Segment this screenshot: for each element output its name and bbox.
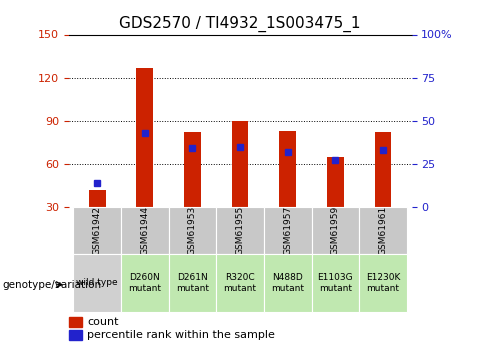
Bar xyxy=(121,254,169,312)
Text: D261N
mutant: D261N mutant xyxy=(176,273,209,293)
Bar xyxy=(264,254,312,312)
Bar xyxy=(69,317,82,327)
Text: GSM61961: GSM61961 xyxy=(378,206,388,255)
Bar xyxy=(74,207,121,254)
Bar xyxy=(69,331,82,340)
Bar xyxy=(359,254,407,312)
Text: GSM61953: GSM61953 xyxy=(188,206,197,255)
Text: R320C
mutant: R320C mutant xyxy=(223,273,257,293)
Text: percentile rank within the sample: percentile rank within the sample xyxy=(87,331,275,340)
Text: GSM61942: GSM61942 xyxy=(93,206,102,255)
Bar xyxy=(327,157,343,207)
Bar xyxy=(169,207,216,254)
Text: GSM61957: GSM61957 xyxy=(283,206,292,255)
Text: GSM61959: GSM61959 xyxy=(331,206,340,255)
Bar xyxy=(121,207,169,254)
Bar xyxy=(89,190,105,207)
Bar xyxy=(264,207,312,254)
Bar xyxy=(279,131,296,207)
Bar xyxy=(232,121,248,207)
Text: E1103G
mutant: E1103G mutant xyxy=(318,273,353,293)
Text: GSM61955: GSM61955 xyxy=(236,206,245,255)
Text: count: count xyxy=(87,317,119,327)
Bar xyxy=(216,254,264,312)
Bar xyxy=(312,254,359,312)
Bar xyxy=(312,207,359,254)
Text: N488D
mutant: N488D mutant xyxy=(271,273,304,293)
Bar xyxy=(169,254,216,312)
Bar xyxy=(359,207,407,254)
Text: wild type: wild type xyxy=(76,278,118,287)
Bar xyxy=(184,132,201,207)
Bar xyxy=(137,68,153,207)
Title: GDS2570 / TI4932_1S003475_1: GDS2570 / TI4932_1S003475_1 xyxy=(120,16,361,32)
Text: E1230K
mutant: E1230K mutant xyxy=(366,273,400,293)
Text: GSM61944: GSM61944 xyxy=(140,206,149,255)
Text: genotype/variation: genotype/variation xyxy=(2,280,101,289)
Text: D260N
mutant: D260N mutant xyxy=(128,273,161,293)
Bar xyxy=(216,207,264,254)
Bar xyxy=(375,132,392,207)
Bar xyxy=(74,254,121,312)
